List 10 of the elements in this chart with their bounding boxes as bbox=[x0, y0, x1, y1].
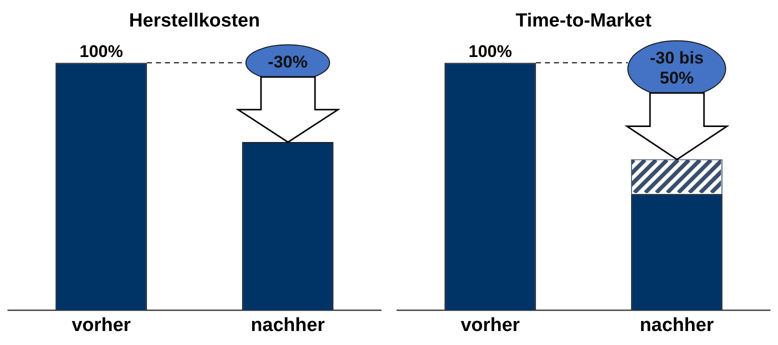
x-tick-label: nachher bbox=[640, 314, 714, 336]
chart-title: Herstellkosten bbox=[129, 10, 260, 32]
x-tick-label: nachher bbox=[250, 314, 326, 336]
data-label: 100% bbox=[80, 42, 123, 61]
annotation: -30 bis 50% bbox=[650, 48, 704, 88]
x-tick-label: vorher bbox=[72, 314, 132, 336]
chart-title: Time-to-Market bbox=[516, 10, 652, 32]
annotation: -30% bbox=[268, 52, 308, 72]
data-label: 100% bbox=[468, 42, 512, 61]
x-tick-label: vorher bbox=[460, 314, 520, 336]
